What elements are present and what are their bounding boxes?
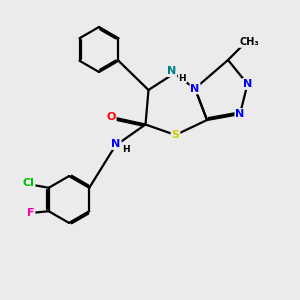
Text: N: N	[236, 109, 244, 119]
Text: Cl: Cl	[23, 178, 34, 188]
Text: S: S	[172, 130, 179, 140]
Text: N: N	[243, 79, 252, 89]
Text: F: F	[27, 208, 34, 218]
Text: N: N	[190, 83, 200, 94]
Text: N: N	[112, 139, 121, 149]
Text: N: N	[167, 66, 176, 76]
Text: H: H	[178, 74, 186, 82]
Text: H: H	[122, 146, 130, 154]
Text: O: O	[106, 112, 116, 122]
Text: CH₃: CH₃	[239, 37, 259, 47]
